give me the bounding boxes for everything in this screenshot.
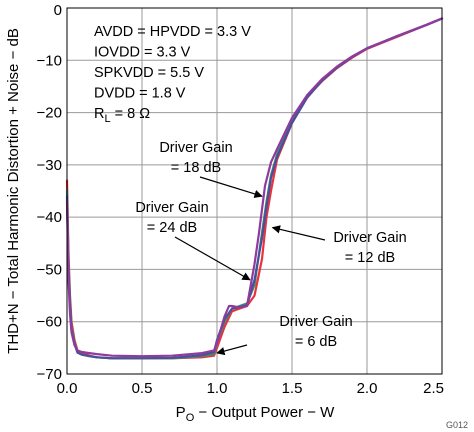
- series-layer: [65, 17, 444, 360]
- figure-id: G012: [446, 420, 468, 430]
- y-tick-label: −60: [37, 314, 62, 331]
- x-tick-labels: 0.0 0.5 1.0 1.5 2.0 2.5: [57, 380, 444, 397]
- condition-line: AVDD = HPVDD = 3.3 V: [94, 24, 251, 40]
- annotation-label: Driver Gain: [135, 200, 208, 216]
- x-tick-label: 2.0: [357, 380, 378, 397]
- y-tick-label: −50: [37, 261, 62, 278]
- y-tick-label: −70: [37, 366, 62, 383]
- plot-frame: [66, 7, 443, 375]
- annotation-label: Driver Gain: [159, 140, 232, 156]
- y-tick-label: −20: [37, 105, 62, 122]
- y-tick-label: 0: [54, 2, 62, 19]
- annotation-arrow: [174, 236, 251, 281]
- x-tick-label: 1.0: [207, 380, 228, 397]
- condition-line: IOVDD = 3.3 V: [94, 45, 191, 61]
- annotation-label: = 6 dB: [295, 334, 337, 350]
- condition-line: RL = 8 Ω: [94, 106, 150, 125]
- x-tick-label: 1.5: [282, 380, 303, 397]
- condition-line: DVDD = 1.8 V: [94, 86, 186, 102]
- annotation-label: = 18 dB: [171, 160, 221, 176]
- y-tick-label: −40: [37, 209, 62, 226]
- grid-lines: [67, 8, 442, 374]
- annotation-arrow: [199, 176, 263, 199]
- annotation-label: = 12 dB: [345, 250, 395, 266]
- annotations: Driver Gain = 18 dB Driver Gain = 24 dB Driv…: [135, 140, 407, 356]
- annotation-label: Driver Gain: [279, 314, 352, 330]
- x-tick-label: 0.0: [57, 380, 78, 397]
- x-tick-label: 0.5: [132, 380, 153, 397]
- y-axis-title: THD+N − Total Harmonic Distortion + Nois…: [5, 28, 22, 354]
- condition-line: SPKVDD = 5.5 V: [94, 65, 204, 81]
- annotation-arrow: [271, 225, 326, 241]
- annotation-label: = 24 dB: [147, 220, 197, 236]
- y-tick-label: −10: [37, 52, 62, 69]
- test-conditions: AVDD = HPVDD = 3.3 V IOVDD = 3.3 V SPKVDD …: [94, 24, 251, 125]
- annotation-arrow: [216, 344, 248, 356]
- x-axis-title: PO − Output Power − W: [176, 404, 335, 424]
- x-tick-label: 2.5: [423, 380, 444, 397]
- y-tick-labels: 0 −10 −20 −30 −40 −50 −60 −70: [37, 2, 62, 383]
- annotation-label: Driver Gain: [333, 230, 406, 246]
- series-line-3: [65, 17, 444, 358]
- y-tick-label: −30: [37, 157, 62, 174]
